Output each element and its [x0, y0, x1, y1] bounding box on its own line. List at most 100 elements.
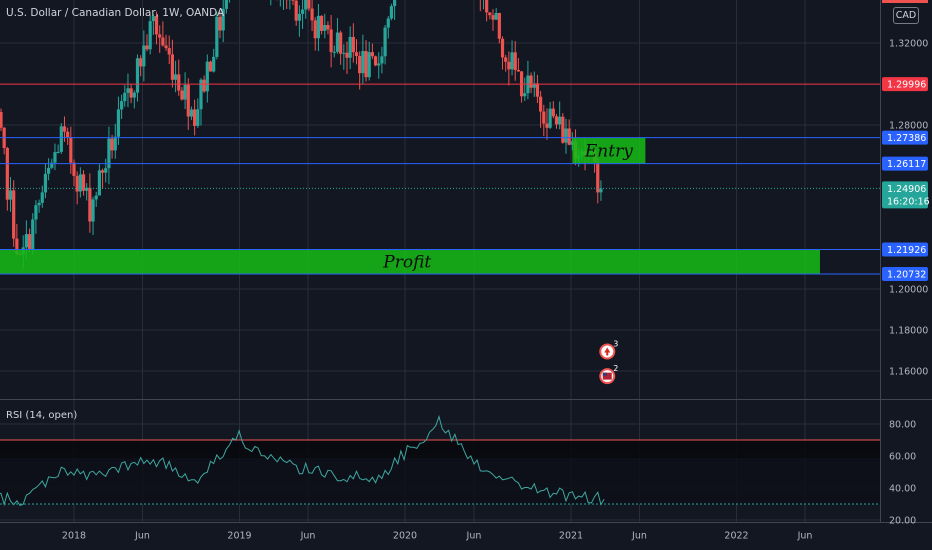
candle-body [367, 52, 371, 78]
candle-body [494, 12, 498, 20]
currency-button[interactable]: CAD [893, 7, 919, 24]
rsi-line [0, 414, 605, 507]
last-price-tag [882, 181, 928, 209]
candle-body [373, 56, 378, 66]
candle-body [300, 9, 305, 14]
candle-body [294, 0, 298, 21]
candle-body [34, 205, 38, 220]
candle-body [218, 16, 222, 31]
candle-body [507, 61, 511, 70]
candle-body [132, 92, 136, 98]
candle-body [485, 0, 489, 13]
price-tag [882, 266, 928, 281]
candle-body [297, 13, 301, 21]
time-tick-label: Jun [466, 531, 482, 542]
candle-body [8, 190, 13, 200]
candle-body [326, 25, 330, 30]
candle-body [12, 190, 16, 239]
candle-body [158, 34, 162, 38]
candle-body [339, 32, 343, 54]
candle-body [0, 111, 3, 128]
candle-body [516, 69, 520, 72]
candle-body [177, 74, 181, 91]
time-tick-label: 2022 [724, 531, 748, 542]
candle-body [154, 16, 159, 35]
candle-body [488, 12, 492, 16]
marker-badge: 3 [613, 340, 618, 349]
candle-body [139, 58, 143, 67]
rsi-band-shade [0, 440, 880, 458]
candle-body [377, 63, 381, 66]
candle-body [348, 36, 352, 58]
candle-body [529, 75, 533, 88]
candle-body [564, 128, 568, 143]
price-tick-label: 1.32000 [889, 39, 928, 50]
candle-body [148, 21, 152, 50]
candle-body [15, 238, 19, 255]
candle-body [110, 138, 114, 151]
price-tick-label: 1.20000 [889, 285, 928, 296]
candle-body [161, 37, 165, 46]
zone-profit [0, 249, 820, 274]
candle-body [100, 170, 105, 173]
candle-body [56, 151, 60, 153]
candle-body [78, 174, 82, 192]
candle-body [142, 45, 146, 67]
candle-body [542, 111, 546, 124]
candle-body [345, 52, 349, 58]
candle-body [307, 0, 311, 9]
candle-body [539, 96, 543, 112]
candle-body [151, 16, 155, 22]
price-tag-label: 1.29996 [887, 80, 926, 91]
time-tick-label: 2021 [559, 531, 583, 542]
candle-body [361, 51, 365, 74]
canada-flag-icon: 3 [599, 340, 618, 360]
maple-leaf [604, 347, 611, 356]
candle-body [570, 141, 574, 145]
zone-label: Entry [584, 142, 633, 162]
candle-body [31, 219, 35, 250]
flag-stripes [602, 372, 612, 380]
candle-body [215, 16, 219, 57]
candle-body [126, 88, 130, 93]
candle-body [370, 52, 374, 57]
time-tick-label: Jun [134, 531, 150, 542]
candle-body [167, 48, 171, 55]
candle-body [596, 161, 600, 193]
candle-body [335, 32, 340, 52]
candle-body [120, 101, 124, 110]
candle-body [332, 51, 336, 53]
candle-body [205, 61, 209, 92]
candle-body [380, 56, 384, 64]
candle-body [43, 173, 48, 193]
candle-body [170, 54, 175, 80]
candle-body [116, 109, 121, 137]
candle-body [88, 187, 92, 222]
rsi-band-fill [0, 440, 880, 504]
rsi-tick-label: 20.00 [889, 516, 916, 527]
candle-body [24, 234, 28, 248]
candle-body [66, 131, 70, 138]
candle-body [386, 18, 390, 28]
price-tag [882, 242, 928, 257]
candle-body [561, 116, 565, 143]
time-tick-label: Jun [300, 531, 316, 542]
candle-body [180, 90, 184, 100]
candle-body [186, 84, 190, 117]
candle-body [72, 162, 76, 176]
candles [0, 0, 603, 269]
flag-canton [602, 372, 607, 377]
price-tag [882, 77, 928, 92]
offscreen-price-tag [882, 0, 928, 3]
price-tag-label: 1.26117 [887, 159, 926, 170]
candle-body [40, 192, 44, 203]
chart-title: U.S. Dollar / Canadian Dollar, 1W, OANDA [6, 7, 225, 19]
candle-body [224, 0, 228, 9]
candle-body [545, 123, 549, 128]
candle-body [389, 6, 394, 19]
price-tick-label: 1.18000 [889, 326, 928, 337]
candle-body [599, 188, 603, 193]
candle-body [164, 45, 168, 49]
candle-body [94, 195, 98, 200]
